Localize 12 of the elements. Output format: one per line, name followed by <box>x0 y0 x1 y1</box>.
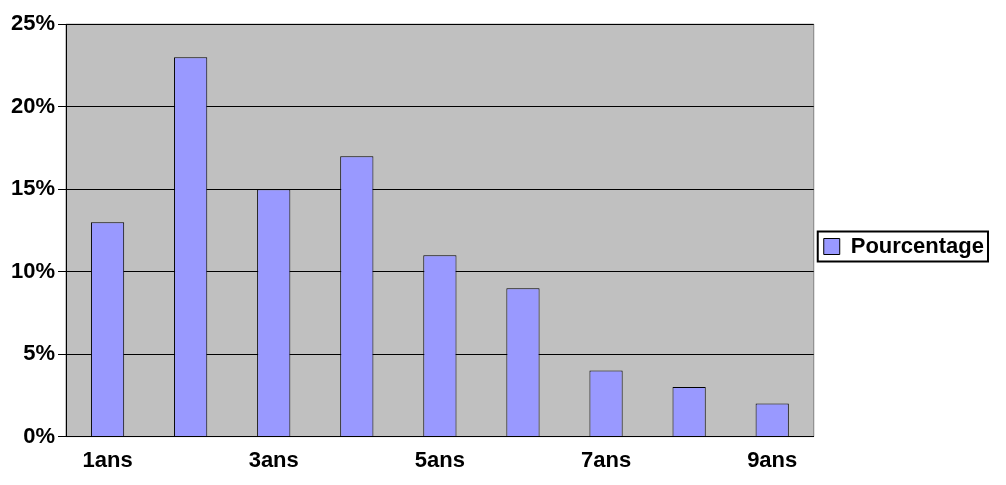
legend-label: Pourcentage <box>850 232 985 258</box>
x-tick-label: 1ans <box>82 446 133 472</box>
y-tick-label: 5% <box>23 340 56 366</box>
y-tick-label: 0% <box>23 422 56 448</box>
y-tick-label: 10% <box>10 257 56 283</box>
y-tick-label: 25% <box>10 10 56 36</box>
x-tick-label: 5ans <box>414 446 465 472</box>
y-tick-label: 15% <box>10 175 56 201</box>
y-tick-label: 20% <box>10 92 56 118</box>
x-tick-label: 3ans <box>248 446 299 472</box>
x-tick-label: 9ans <box>747 446 798 472</box>
x-tick-label: 7ans <box>580 446 632 472</box>
